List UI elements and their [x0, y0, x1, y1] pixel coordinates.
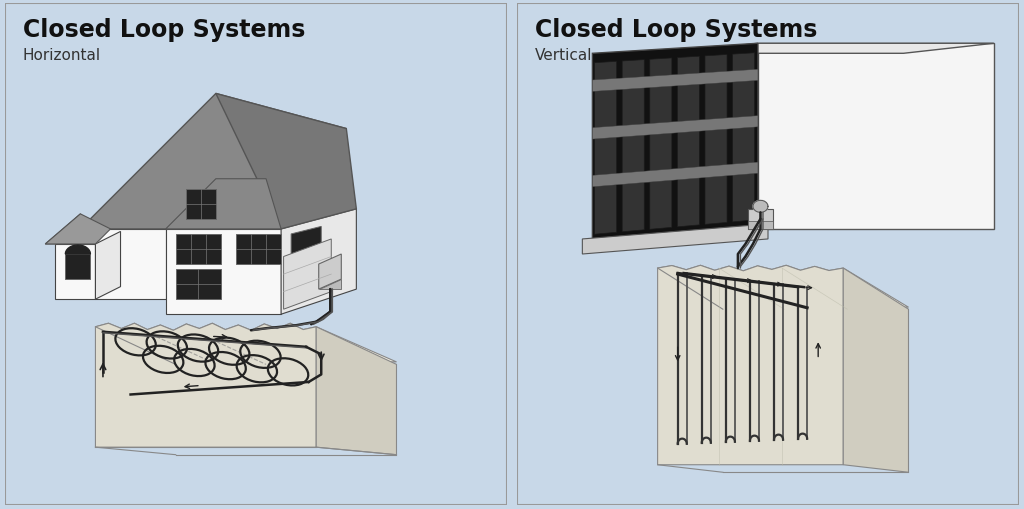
Polygon shape [291, 252, 322, 279]
Polygon shape [45, 214, 95, 244]
Polygon shape [95, 324, 316, 447]
Text: Vertical: Vertical [535, 48, 592, 63]
Polygon shape [592, 70, 758, 92]
Polygon shape [748, 222, 773, 230]
Polygon shape [650, 59, 672, 230]
Polygon shape [668, 44, 993, 54]
Polygon shape [318, 254, 341, 290]
Polygon shape [281, 209, 356, 315]
Polygon shape [81, 94, 346, 230]
Polygon shape [705, 55, 727, 225]
Polygon shape [66, 254, 90, 279]
Polygon shape [95, 324, 396, 362]
Polygon shape [753, 201, 768, 213]
Polygon shape [748, 209, 773, 230]
Polygon shape [732, 53, 755, 222]
Polygon shape [678, 57, 699, 228]
Polygon shape [216, 94, 356, 230]
Polygon shape [592, 44, 758, 244]
Polygon shape [166, 179, 281, 230]
Polygon shape [844, 269, 908, 472]
Polygon shape [316, 327, 396, 455]
Polygon shape [291, 227, 322, 254]
Text: Horizontal: Horizontal [23, 48, 100, 63]
Polygon shape [55, 244, 95, 300]
Polygon shape [592, 163, 758, 187]
Polygon shape [318, 279, 341, 290]
Polygon shape [176, 270, 221, 300]
Polygon shape [66, 245, 90, 254]
Text: Closed Loop Systems: Closed Loop Systems [23, 18, 305, 42]
Polygon shape [176, 235, 221, 265]
Polygon shape [657, 266, 844, 465]
Polygon shape [45, 214, 111, 244]
Polygon shape [166, 230, 281, 315]
Text: Closed Loop Systems: Closed Loop Systems [535, 18, 817, 42]
Polygon shape [284, 239, 332, 309]
Polygon shape [657, 266, 908, 307]
Polygon shape [758, 44, 993, 230]
Polygon shape [592, 117, 758, 140]
Polygon shape [95, 230, 166, 300]
Polygon shape [583, 224, 768, 254]
Polygon shape [236, 235, 281, 265]
Polygon shape [623, 61, 644, 232]
Polygon shape [95, 232, 121, 300]
Polygon shape [185, 189, 216, 219]
Polygon shape [595, 62, 616, 235]
